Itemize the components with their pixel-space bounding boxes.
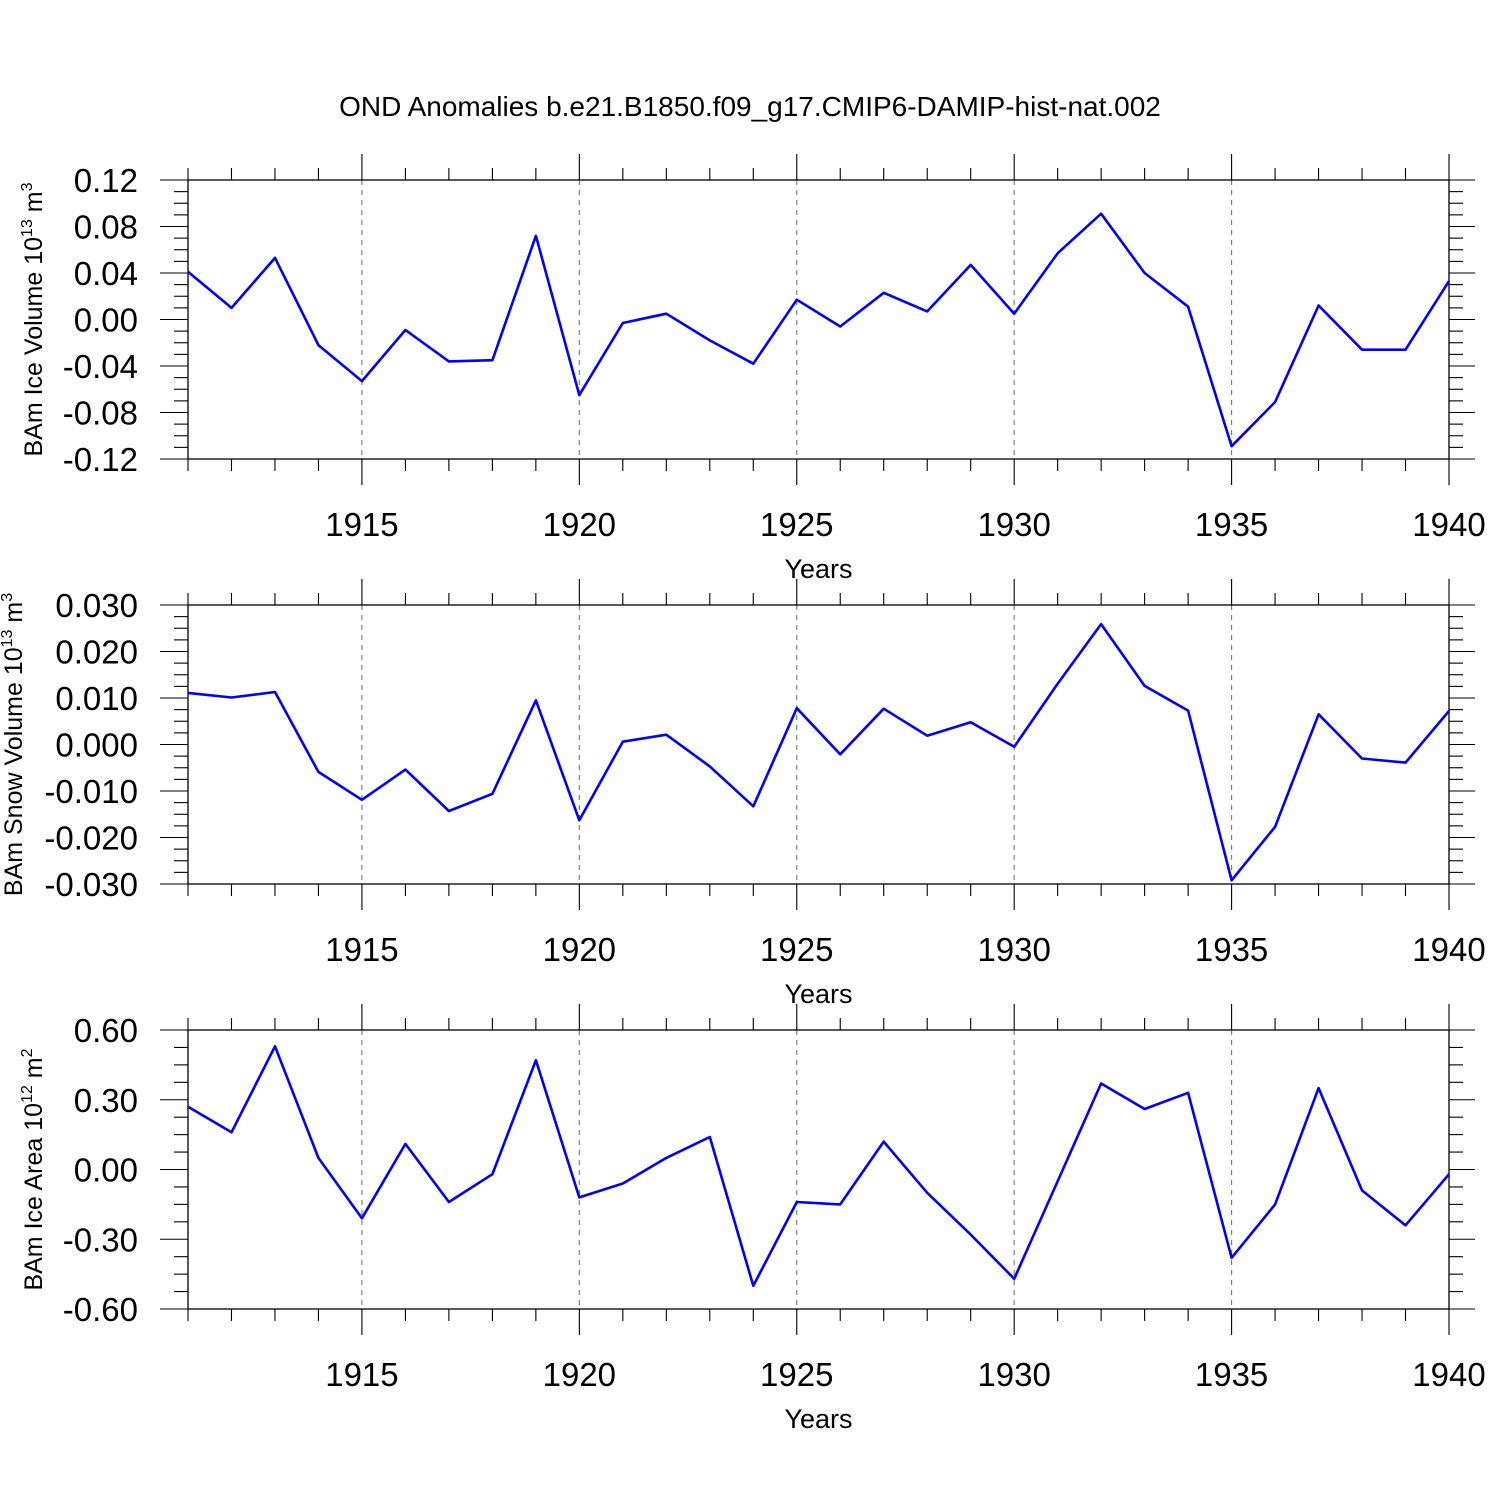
y-axis-label: BAm Snow Volume 1013 m3 [0,593,28,896]
y-tick-label: -0.030 [44,866,138,903]
x-tick-label: 1915 [325,931,398,968]
y-tick-label: -0.12 [63,441,138,478]
y-tick-label: 0.30 [74,1082,138,1119]
y-axis-label-superscript: 3 [19,182,36,191]
figure-title: OND Anomalies b.e21.B1850.f09_g17.CMIP6-… [339,91,1161,122]
x-tick-label: 1920 [543,506,616,543]
y-tick-label: 0.00 [74,302,138,339]
y-axis-label: BAm Ice Area 1012 m2 [19,1048,48,1290]
y-axis-label-superscript: 2 [19,1048,36,1057]
y-axis-label-part: BAm Ice Volume 10 [20,237,48,457]
y-axis-label-part: BAm Ice Area 10 [20,1103,48,1291]
x-tick-label: 1925 [760,931,833,968]
y-tick-label: -0.010 [44,773,138,810]
y-tick-label: 0.60 [74,1012,138,1049]
series-line [187,622,1450,882]
plot-frame [187,604,1450,885]
chart-panel-3: 0.60 0.30 0.00 -0.30 -0.60 1915 1920 1925 1930 19… [19,1004,1486,1434]
y-tick-label: 0.04 [74,255,138,292]
y-axis-label-superscript: 13 [0,629,16,647]
x-tick-label: 1940 [1412,931,1485,968]
y-tick-label: -0.60 [63,1291,138,1328]
y-tick-label: 0.020 [55,634,138,671]
x-tick-label: 1930 [977,931,1050,968]
y-tick-label: -0.04 [63,348,138,385]
series-line [187,1045,1450,1288]
y-axis-label-part: BAm Snow Volume 10 [0,647,28,896]
y-axis-label-superscript: 12 [19,1085,36,1103]
x-tick-label: 1925 [760,506,833,543]
y-tick-label: 0.000 [55,727,138,764]
x-tick-label: 1930 [977,1356,1050,1393]
x-tick-label: 1935 [1195,506,1268,543]
x-tick-label: 1915 [325,506,398,543]
x-axis-label: Years [784,1404,852,1434]
x-tick-label: 1920 [543,931,616,968]
x-tick-label: 1935 [1195,931,1268,968]
y-tick-label: 0.010 [55,680,138,717]
chart-panel-1: 0.12 0.08 0.04 0.00 -0.04 -0.08 -0.12 1915 1920 1… [19,154,1486,584]
y-tick-label: -0.020 [44,820,138,857]
y-tick-label: -0.30 [63,1221,138,1258]
x-tick-label: 1940 [1412,506,1485,543]
x-tick-label: 1935 [1195,1356,1268,1393]
y-axis-label-superscript: 3 [0,593,16,602]
chart-panel-2: 0.030 0.020 0.010 0.000 -0.010 -0.020 -0.030 19… [0,579,1486,1009]
y-axis-label-part: m [0,602,28,630]
x-tick-label: 1940 [1412,1356,1485,1393]
y-tick-label: 0.08 [74,209,138,246]
x-axis-label: Years [784,554,852,584]
x-tick-label: 1930 [977,506,1050,543]
y-axis-label-part: m [20,191,48,219]
x-tick-label: 1925 [760,1356,833,1393]
y-axis-label-superscript: 13 [19,219,36,237]
y-tick-label: 0.00 [74,1152,138,1189]
x-tick-label: 1920 [543,1356,616,1393]
series-line [187,212,1451,448]
y-axis-label: BAm Ice Volume 1013 m3 [19,182,48,456]
y-tick-label: 0.030 [55,587,138,624]
y-tick-label: -0.08 [63,395,138,432]
x-tick-label: 1915 [325,1356,398,1393]
plot-frame [187,1029,1450,1310]
y-axis-label-part: m [20,1057,48,1085]
x-axis-label: Years [784,979,852,1009]
y-tick-label: 0.12 [74,162,138,199]
